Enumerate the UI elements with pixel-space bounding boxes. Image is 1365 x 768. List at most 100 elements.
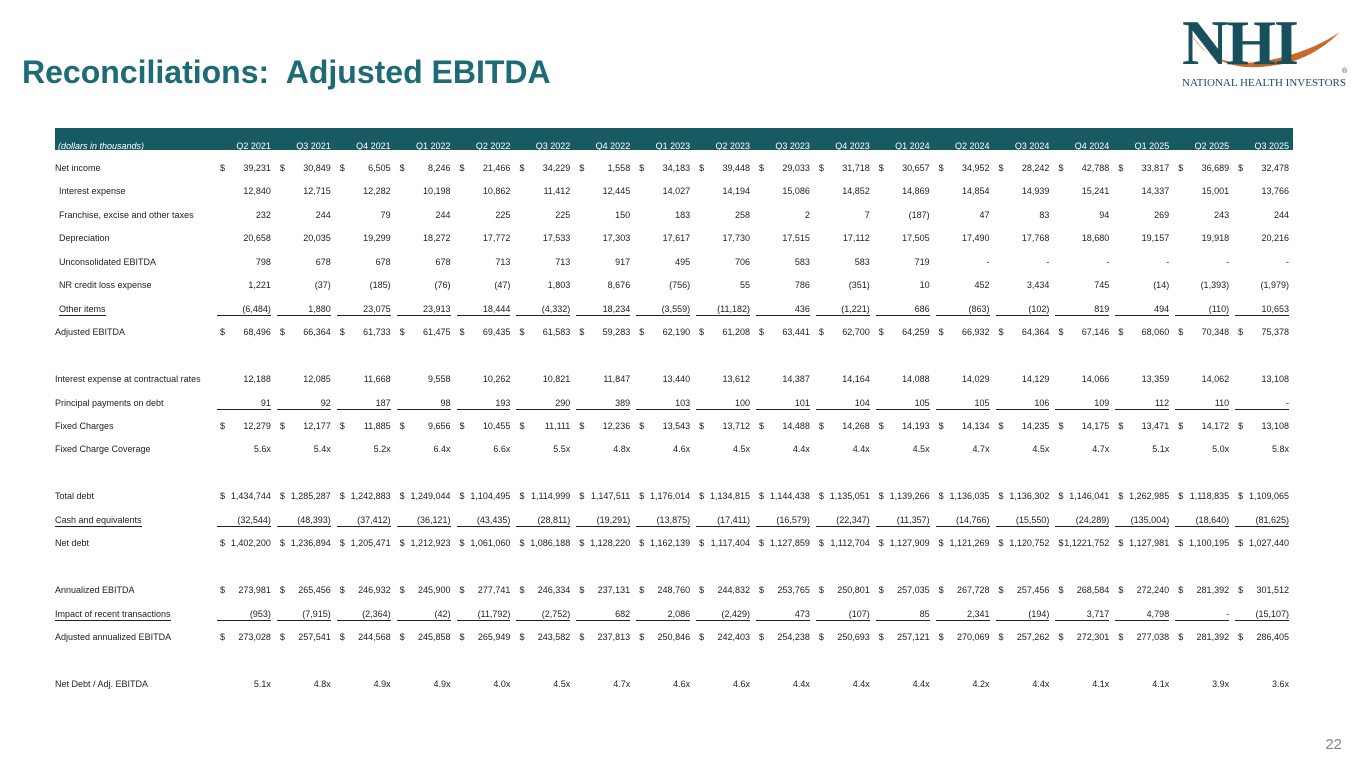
currency-sign: $	[220, 163, 226, 173]
registered-mark: ®	[1342, 68, 1348, 75]
cell-value: 14,129	[1021, 374, 1050, 385]
cell-value: 5.2x	[373, 444, 391, 455]
cell-value: 1,434,744	[230, 491, 271, 502]
cell-value: 14,164	[842, 374, 870, 385]
currency-sign: $	[818, 163, 824, 173]
cell-value: 12,177	[303, 420, 331, 431]
cell-value: 12,282	[363, 186, 391, 197]
cell-value: 583	[794, 256, 810, 267]
cell-value: 69,435	[482, 327, 511, 338]
cell-value: 686	[875, 304, 930, 316]
currency-sign: $	[519, 327, 525, 338]
currency-sign: $	[1178, 585, 1184, 596]
cell-value: 85	[875, 609, 930, 621]
cell-value: (102)	[995, 304, 1050, 316]
cell-value: 225	[555, 209, 571, 220]
cell-value: 268,584	[1076, 585, 1110, 596]
cell-value: 1,146,041	[1069, 491, 1110, 502]
cell-value: 495	[675, 256, 691, 267]
cell-value: 1,880	[276, 304, 331, 316]
cell-value: 1,127,909	[889, 538, 930, 549]
currency-sign: $	[399, 420, 405, 431]
cell-value: 1,104,495	[470, 491, 511, 502]
cell-value: (22,347)	[815, 515, 870, 527]
column-header: Q4 2023	[835, 141, 870, 151]
row-label: Fixed Charges	[55, 420, 114, 431]
cell-value: 10,653	[1235, 304, 1289, 316]
currency-sign: $	[1058, 163, 1064, 173]
currency-sign: $	[938, 327, 944, 338]
currency-sign: $	[279, 163, 285, 173]
currency-sign: $	[1238, 538, 1244, 549]
cell-value: 28,242	[1021, 163, 1050, 173]
cell-value: (14)	[1153, 280, 1170, 291]
cell-value: (107)	[815, 609, 870, 621]
currency-sign: $	[759, 491, 765, 502]
currency-sign: $	[1118, 420, 1124, 431]
cell-value: 5.1x	[1152, 444, 1170, 455]
row-label: NR credit loss expense	[59, 280, 152, 291]
cell-value: 68,060	[1141, 327, 1170, 338]
currency-sign: $	[519, 491, 525, 502]
cell-value: 786	[794, 280, 810, 291]
cell-value: 237,813	[597, 632, 631, 642]
currency-sign: $	[938, 585, 944, 596]
cell-value: 1,144,438	[769, 491, 810, 502]
cell-value: 1,1221,752	[1064, 538, 1110, 549]
cell-value: 3.9x	[1212, 678, 1230, 689]
cell-value: 12,236	[602, 420, 631, 431]
cell-value: 66,932	[962, 327, 990, 338]
currency-sign: $	[1058, 491, 1064, 502]
currency-sign: $	[639, 538, 645, 549]
cell-value: 273,028	[238, 632, 271, 642]
cell-value: 13,712	[722, 420, 750, 431]
currency-sign: $	[699, 491, 705, 502]
cell-value: (14,766)	[935, 515, 990, 527]
cell-value: (2,364)	[336, 609, 391, 621]
cell-value: 4.5x	[912, 444, 930, 455]
cell-value: 187	[336, 398, 391, 410]
cell-value: 11,412	[543, 186, 571, 197]
currency-sign: $	[459, 538, 465, 549]
cell-value: 1,242,883	[350, 491, 391, 502]
cell-value: 798	[255, 256, 271, 267]
currency-sign: $	[1178, 327, 1184, 338]
cell-value: 1,061,060	[470, 538, 511, 549]
column-header: Q4 2024	[1074, 141, 1110, 151]
currency-sign: $	[639, 632, 645, 642]
cell-value: 257,262	[1016, 632, 1050, 642]
currency-sign: $	[938, 420, 944, 431]
cell-value: 36,689	[1201, 163, 1230, 173]
cell-value: 265,456	[298, 585, 331, 596]
title: Reconciliations: Adjusted EBITDA	[22, 54, 551, 90]
currency-sign: $	[759, 163, 765, 173]
cell-value: 244	[1273, 209, 1289, 220]
cell-value: 237,131	[597, 585, 631, 596]
row-label: Franchise, excise and other taxes	[59, 209, 194, 220]
cell-value: (81,625)	[1235, 515, 1289, 527]
currency-sign: $	[998, 163, 1004, 173]
currency-sign: $	[519, 585, 525, 596]
column-header: Q3 2024	[1014, 141, 1050, 151]
cell-value: 13,359	[1141, 374, 1170, 385]
currency-sign: $	[1178, 163, 1184, 173]
currency-sign: $	[998, 585, 1004, 596]
cell-value: 1,262,985	[1129, 491, 1170, 502]
currency-sign: $	[639, 491, 645, 502]
cell-value: (43,435)	[456, 515, 511, 527]
currency-sign: $	[579, 538, 585, 549]
cell-value: 244,568	[358, 632, 391, 642]
cell-value: -	[1226, 256, 1230, 267]
cell-value: 4.7x	[972, 444, 990, 455]
cell-value: 1,117,404	[710, 538, 750, 549]
cell-value: 819	[1055, 304, 1110, 316]
currency-sign: $	[878, 420, 884, 431]
column-header: Q4 2022	[595, 141, 631, 151]
cell-value: 32,478	[1261, 163, 1289, 173]
cell-value: 19,299	[363, 233, 391, 244]
cell-value: 14,088	[902, 374, 930, 385]
cell-value: 30,657	[902, 163, 930, 173]
cell-value: 12,445	[602, 186, 631, 197]
cell-value: 1,134,815	[709, 491, 750, 502]
